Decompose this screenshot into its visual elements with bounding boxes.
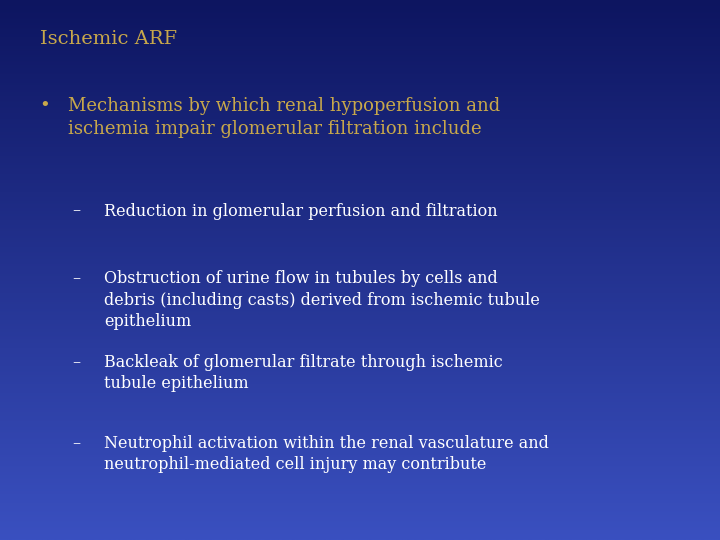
Text: Backleak of glomerular filtrate through ischemic
tubule epithelium: Backleak of glomerular filtrate through …: [104, 354, 503, 392]
Text: Ischemic ARF: Ischemic ARF: [40, 30, 176, 48]
Text: Mechanisms by which renal hypoperfusion and
ischemia impair glomerular filtratio: Mechanisms by which renal hypoperfusion …: [68, 97, 500, 138]
Text: Neutrophil activation within the renal vasculature and
neutrophil-mediated cell : Neutrophil activation within the renal v…: [104, 435, 549, 473]
Text: –: –: [72, 354, 80, 370]
Text: –: –: [72, 435, 80, 451]
Text: •: •: [40, 97, 50, 115]
Text: –: –: [72, 202, 80, 219]
Text: Obstruction of urine flow in tubules by cells and
debris (including casts) deriv: Obstruction of urine flow in tubules by …: [104, 270, 540, 330]
Text: Reduction in glomerular perfusion and filtration: Reduction in glomerular perfusion and fi…: [104, 202, 498, 219]
Text: –: –: [72, 270, 80, 287]
